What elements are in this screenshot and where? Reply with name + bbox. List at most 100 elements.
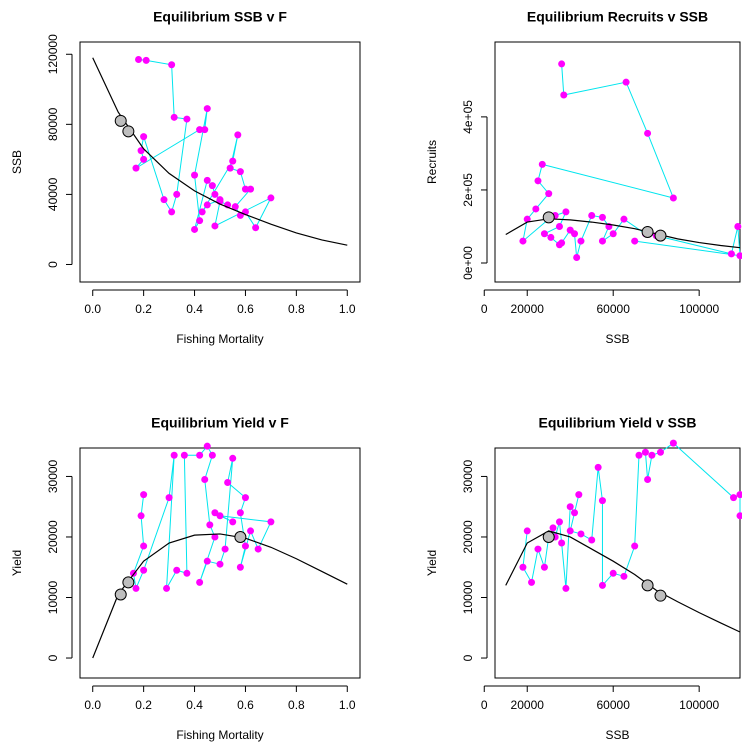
- data-point: [547, 234, 554, 241]
- panel-title: Equilibrium Recruits v SSB: [527, 9, 708, 25]
- data-point: [173, 567, 180, 574]
- x-tick-label: 0: [481, 302, 488, 316]
- data-point: [571, 509, 578, 516]
- data-point: [209, 182, 216, 189]
- plot-box: [495, 448, 740, 678]
- y-tick-label: 30000: [46, 459, 60, 493]
- data-point: [173, 191, 180, 198]
- data-point: [556, 223, 563, 230]
- data-point: [534, 546, 541, 553]
- data-point: [539, 161, 546, 168]
- data-point: [644, 130, 651, 137]
- data-point: [599, 238, 606, 245]
- x-tick-label: 0: [481, 698, 488, 712]
- y-tick-label: 20000: [461, 520, 475, 554]
- data-point: [588, 212, 595, 219]
- x-axis-label: SSB: [605, 332, 629, 346]
- data-point: [657, 449, 664, 456]
- data-point: [267, 194, 274, 201]
- data-point: [562, 585, 569, 592]
- data-point: [252, 224, 259, 231]
- data-point: [571, 230, 578, 237]
- data-point: [519, 238, 526, 245]
- data-point: [267, 518, 274, 525]
- data-point: [599, 214, 606, 221]
- series-line: [523, 443, 740, 588]
- data-point: [644, 476, 651, 483]
- reference-point: [655, 230, 666, 241]
- reference-point: [642, 580, 653, 591]
- data-point: [229, 455, 236, 462]
- data-point: [560, 91, 567, 98]
- data-point: [728, 250, 735, 257]
- y-tick-label: 10000: [46, 580, 60, 614]
- data-point: [631, 543, 638, 550]
- y-axis-label: Yield: [425, 550, 439, 576]
- x-tick-label: 1.0: [339, 698, 356, 712]
- data-point: [519, 564, 526, 571]
- data-point: [209, 452, 216, 459]
- data-point: [599, 582, 606, 589]
- equilibrium-curve: [506, 531, 740, 632]
- reference-point: [655, 590, 666, 601]
- panel: Equilibrium Recruits v SSB SSB Recruits 0 20…: [425, 9, 742, 346]
- y-tick-label: 10000: [461, 580, 475, 614]
- data-point: [204, 105, 211, 112]
- data-point: [631, 238, 638, 245]
- data-point: [196, 452, 203, 459]
- x-tick-label: 0.6: [237, 698, 254, 712]
- data-point: [191, 172, 198, 179]
- data-point: [255, 546, 262, 553]
- data-point: [222, 546, 229, 553]
- y-axis-label: SSB: [10, 150, 24, 174]
- data-point: [670, 194, 677, 201]
- data-point: [217, 561, 224, 568]
- y-tick-label: 0: [46, 654, 60, 661]
- x-tick-label: 0.2: [135, 698, 152, 712]
- data-point: [183, 570, 190, 577]
- x-tick-label: 0.8: [288, 698, 305, 712]
- data-point: [196, 217, 203, 224]
- reference-point: [123, 577, 134, 588]
- x-tick-label: 1.0: [339, 302, 356, 316]
- data-point: [229, 518, 236, 525]
- data-point: [623, 79, 630, 86]
- y-tick-label: 80000: [46, 107, 60, 141]
- data-point: [135, 56, 142, 63]
- y-tick-label: 30000: [461, 459, 475, 493]
- x-tick-label: 100000: [679, 302, 719, 316]
- x-tick-label: 20000: [511, 302, 545, 316]
- x-tick-label: 60000: [597, 698, 631, 712]
- data-point: [242, 494, 249, 501]
- reference-point: [543, 212, 554, 223]
- y-axis-label: Recruits: [425, 140, 439, 184]
- reference-point: [115, 115, 126, 126]
- data-point: [573, 254, 580, 261]
- data-point: [133, 165, 140, 172]
- data-point: [610, 570, 617, 577]
- data-point: [181, 452, 188, 459]
- data-point: [577, 530, 584, 537]
- data-point: [171, 452, 178, 459]
- data-point: [227, 165, 234, 172]
- data-point: [234, 131, 241, 138]
- reference-point: [543, 531, 554, 542]
- data-point: [541, 230, 548, 237]
- data-point: [562, 208, 569, 215]
- data-point: [138, 512, 145, 519]
- data-point: [524, 527, 531, 534]
- data-point: [734, 223, 741, 230]
- data-point: [737, 252, 742, 259]
- y-tick-label: 0: [461, 654, 475, 661]
- data-point: [166, 494, 173, 501]
- reference-point: [235, 531, 246, 542]
- data-point: [730, 494, 737, 501]
- data-point: [206, 521, 213, 528]
- data-point: [648, 452, 655, 459]
- data-point: [737, 491, 742, 498]
- data-point: [168, 208, 175, 215]
- data-point: [534, 177, 541, 184]
